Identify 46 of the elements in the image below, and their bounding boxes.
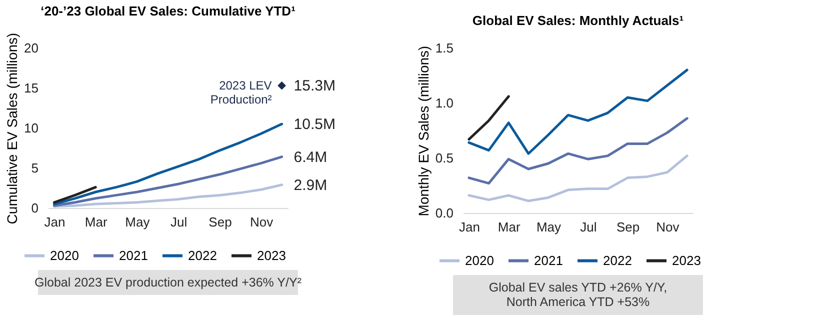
data-label: 6.4M	[294, 148, 328, 166]
y-tick-label: 5	[31, 160, 38, 176]
y-tick-label: 20	[24, 40, 38, 56]
x-tick-label: Nov	[656, 220, 680, 234]
x-tick-label: Sep	[616, 220, 640, 234]
legend-label: 2022	[603, 252, 632, 268]
legend-label: 2020	[465, 252, 494, 268]
x-tick-label: Jan	[44, 214, 66, 230]
y-axis-title: Monthly EV Sales (millions)	[415, 46, 432, 216]
data-label: 15.3M	[294, 78, 336, 95]
y-tick-label: 15	[24, 80, 38, 96]
legend-label: 2022	[188, 248, 217, 263]
x-tick-label: Sep	[208, 214, 232, 230]
data-label: 10.5M	[294, 116, 336, 133]
y-tick-label: 1.5	[435, 40, 454, 56]
chart-title: ‘20-’23 Global EV Sales: Cumulative YTD¹	[40, 3, 296, 18]
data-label: 2.9M	[294, 176, 328, 194]
legend-label: 2021	[119, 248, 148, 263]
y-tick-label: 1.0	[435, 96, 454, 110]
line-series	[52, 184, 284, 208]
legend-label: 2021	[534, 252, 563, 268]
x-tick-label: May	[536, 220, 562, 234]
legend-label: 2020	[50, 248, 79, 263]
line-series	[52, 122, 284, 206]
y-tick-label: 10	[24, 120, 38, 136]
y-tick-label: 0.5	[435, 150, 454, 166]
series-label: 2023 LEV Production²	[210, 78, 272, 107]
x-tick-label: Nov	[250, 214, 274, 230]
text: Global 2023 EV production expected +36% Y/Y²	[34, 276, 302, 290]
line-series	[52, 156, 284, 207]
x-tick-label: Jan	[458, 220, 480, 234]
x-tick-label: Mar	[498, 220, 521, 234]
y-tick-label: 0.0	[435, 206, 454, 220]
text: Global EV sales YTD +26% Y/Y, North America YTD +53%	[488, 280, 668, 309]
x-tick-label: May	[125, 214, 150, 230]
chart-title: Global EV Sales: Monthly Actuals¹	[472, 13, 684, 28]
y-axis-title: Cumulative EV Sales (millions)	[4, 32, 20, 224]
x-tick-label: Mar	[84, 214, 108, 230]
x-tick-label: Jul	[170, 214, 188, 230]
legend-label: 2023	[672, 252, 701, 268]
y-tick-label: 0	[31, 200, 38, 216]
x-tick-label: Jul	[580, 220, 597, 234]
line-series	[468, 117, 688, 185]
legend-label: 2023	[257, 248, 286, 263]
line-series	[468, 154, 688, 202]
line-series	[468, 68, 688, 155]
